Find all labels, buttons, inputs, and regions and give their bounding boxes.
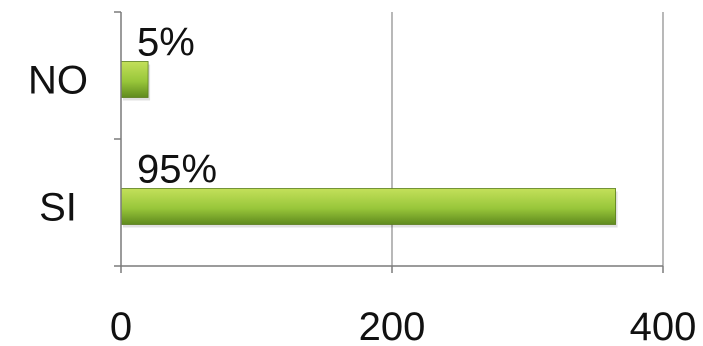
bar-no — [120, 61, 149, 98]
bar-si — [120, 188, 616, 225]
bar-series — [120, 61, 618, 228]
axes — [114, 11, 664, 273]
x-tick-label-0: 0 — [110, 305, 132, 346]
labels: NO 5% SI 95% 0 200 400 — [28, 21, 696, 346]
x-tick-label-400: 400 — [630, 305, 697, 346]
x-tick-label-200: 200 — [359, 305, 426, 346]
category-label-si: SI — [39, 186, 77, 230]
gridlines — [391, 12, 664, 266]
data-label-no: 5% — [137, 21, 195, 65]
data-label-si: 95% — [137, 148, 217, 192]
category-label-no: NO — [28, 59, 88, 103]
